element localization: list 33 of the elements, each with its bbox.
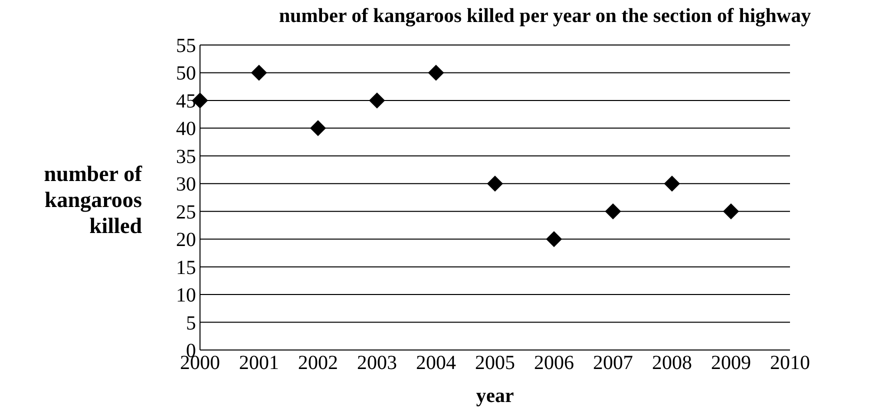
y-tick-label: 55 xyxy=(176,35,196,57)
x-tick-label: 2005 xyxy=(475,352,515,374)
x-tick-label: 2006 xyxy=(534,352,574,374)
point xyxy=(310,120,326,136)
y-tick-label: 30 xyxy=(176,174,196,196)
point xyxy=(723,203,739,220)
y-tick-label: 50 xyxy=(176,62,196,85)
y-tick-label: 15 xyxy=(176,256,196,279)
x-tick-label: 2007 xyxy=(593,352,633,374)
x-axis-title: year xyxy=(476,385,514,407)
point xyxy=(664,176,680,192)
y-tick-label: 35 xyxy=(176,146,196,168)
y-axis-title: number of kangaroos killed xyxy=(44,161,143,238)
y-tick-label: 5 xyxy=(186,312,196,334)
x-tick-label: 2001 xyxy=(239,352,279,374)
y-tick-label: 45 xyxy=(176,90,196,112)
y-tick-label: 10 xyxy=(176,284,196,307)
x-tick-label: 2003 xyxy=(357,352,397,374)
point xyxy=(487,176,503,192)
point xyxy=(369,92,385,108)
x-tick-label: 2010 xyxy=(770,352,810,374)
x-tick-label: 2008 xyxy=(652,352,692,374)
point xyxy=(428,64,444,81)
x-tick-label: 2004 xyxy=(416,352,456,374)
y-tick-label: 20 xyxy=(176,229,196,252)
x-tick-label: 2002 xyxy=(298,352,338,374)
point xyxy=(546,231,562,248)
chart-title: number of kangaroos killed per year on the section of highway xyxy=(279,5,811,27)
point xyxy=(251,64,267,81)
x-tick-label: 2009 xyxy=(711,352,751,374)
y-tick-label: 40 xyxy=(176,118,196,140)
y-tick-label: 25 xyxy=(176,201,196,224)
point xyxy=(605,203,621,220)
